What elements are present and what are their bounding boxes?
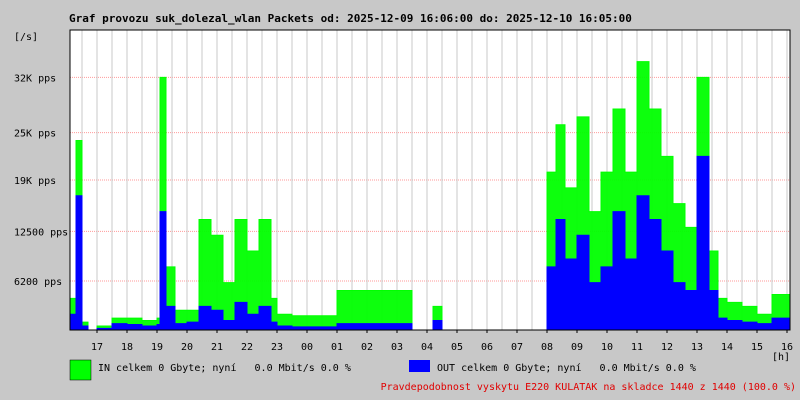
x-tick-label: 10 [601, 342, 613, 353]
x-tick-label: 17 [91, 342, 103, 353]
x-tick-label: 18 [121, 342, 133, 353]
y-tick-label: 19K pps [14, 176, 56, 187]
legend-swatch-in [69, 359, 92, 381]
x-tick-label: 02 [361, 342, 373, 353]
x-tick-label: 12 [661, 342, 673, 353]
x-tick-label: 05 [451, 342, 463, 353]
x-axis-unit: [h] [772, 352, 790, 363]
legend-swatch-out [409, 360, 430, 372]
x-tick-label: 13 [691, 342, 703, 353]
x-tick-label: 19 [151, 342, 163, 353]
y-axis: 6200 pps 12500 pps 19K pps 25K pps 32K pps [14, 73, 68, 288]
x-tick-label: 03 [391, 342, 403, 353]
x-tick-label: 08 [541, 342, 553, 353]
legend-label-out: OUT celkem 0 Gbyte; nyní 0.0 Mbit/s 0.0 … [437, 362, 696, 374]
plot-frame [69, 29, 791, 331]
x-tick-label: 16 [781, 342, 793, 353]
x-tick-label: 11 [631, 342, 643, 353]
x-tick-label: 23 [271, 342, 283, 353]
x-tick-label: 01 [331, 342, 343, 353]
x-tick-label: 07 [511, 342, 523, 353]
chart-title: Graf provozu suk_dolezal_wlan Packets od… [69, 12, 632, 25]
x-tick-label: 15 [751, 342, 763, 353]
y-tick-label: 6200 pps [14, 277, 62, 288]
y-tick-label: 25K pps [14, 129, 56, 140]
x-tick-label: 21 [211, 342, 223, 353]
y-axis-unit: [/s] [14, 32, 38, 43]
x-tick-label: 00 [301, 342, 313, 353]
x-tick-label: 04 [421, 342, 433, 353]
legend-label-in: IN celkem 0 Gbyte; nyní 0.0 Mbit/s 0.0 % [98, 362, 351, 374]
x-axis: 17 18 19 20 21 22 23 00 01 02 03 04 05 06 07 08 09 10 11 12… [91, 330, 793, 353]
x-tick-label: 06 [481, 342, 493, 353]
x-tick-label: 22 [241, 342, 253, 353]
y-tick-label: 32K pps [14, 73, 56, 84]
x-tick-label: 14 [721, 342, 733, 353]
x-tick-label: 20 [181, 342, 193, 353]
x-tick-label: 09 [571, 342, 583, 353]
probability-note: Pravdepodobnost vyskytu E220 KULATAK na … [381, 382, 796, 393]
y-tick-label: 12500 pps [14, 227, 68, 238]
